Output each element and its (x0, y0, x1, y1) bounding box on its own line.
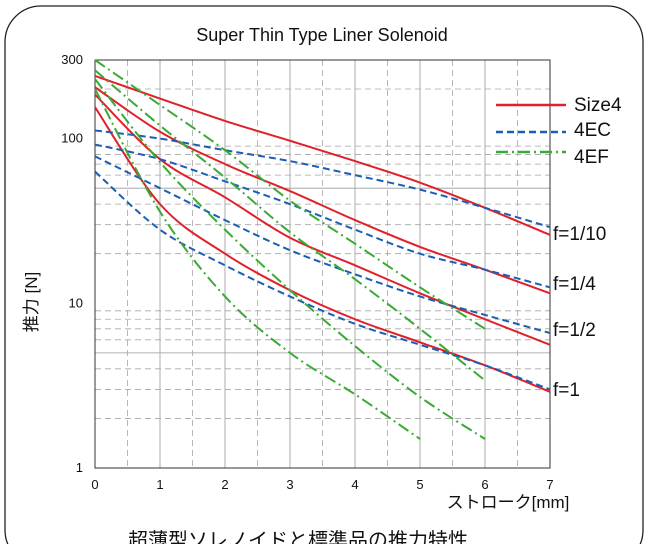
y-tick-label: 300 (61, 52, 83, 67)
x-tick-label: 5 (416, 477, 423, 492)
x-tick-label: 4 (351, 477, 358, 492)
chart-caption: 超薄型ソレノイドと標準品の推力特性 (128, 529, 468, 544)
legend-label-size4: Size4 (574, 95, 622, 116)
legend-label-4ec: 4EC (574, 120, 611, 141)
y-tick-label: 100 (61, 131, 83, 146)
duty-label: f=1/2 (553, 320, 596, 341)
chart-title: Super Thin Type Liner Solenoid (196, 25, 448, 45)
x-tick-label: 2 (221, 477, 228, 492)
series-line-size4-f-1-4 (94, 86, 551, 295)
x-tick-label: 3 (286, 477, 293, 492)
x-tick-label: 6 (481, 477, 488, 492)
series-line-4ec-f-1-10 (94, 129, 551, 229)
legend-label-4ef: 4EF (574, 147, 609, 168)
series-line-4ef-f-1-4 (94, 69, 486, 382)
series-line-4ec-f-1 (94, 170, 551, 391)
x-tick-label: 7 (546, 477, 553, 492)
legend: Size4 4EC 4EF (496, 95, 622, 168)
series-line-4ef-f-1-10 (94, 59, 486, 330)
plot-area-border (94, 59, 551, 469)
y-tick-label: 10 (69, 295, 83, 310)
duty-label: f=1/10 (553, 224, 606, 245)
series-line-4ef-f-1 (94, 88, 421, 440)
series-layer (94, 59, 551, 440)
grid (95, 60, 550, 468)
y-axis-title: 推力 [N] (22, 272, 41, 332)
x-axis-title: ストローク[mm] (447, 493, 570, 512)
series-line-4ec-f-1-2 (94, 155, 551, 334)
series-line-4ef-f-1-2 (94, 78, 486, 440)
caption-backdrop (120, 520, 370, 544)
duty-labels: f=1/10 f=1/4 f=1/2 f=1 (553, 224, 606, 401)
x-tick-label: 0 (91, 477, 98, 492)
series-line-4ec-f-1-4 (94, 143, 551, 289)
duty-label: f=1 (553, 380, 580, 401)
duty-label: f=1/4 (553, 274, 596, 295)
y-tick-label: 1 (76, 460, 83, 475)
chart-frame (4, 5, 644, 544)
x-tick-label: 1 (156, 477, 163, 492)
